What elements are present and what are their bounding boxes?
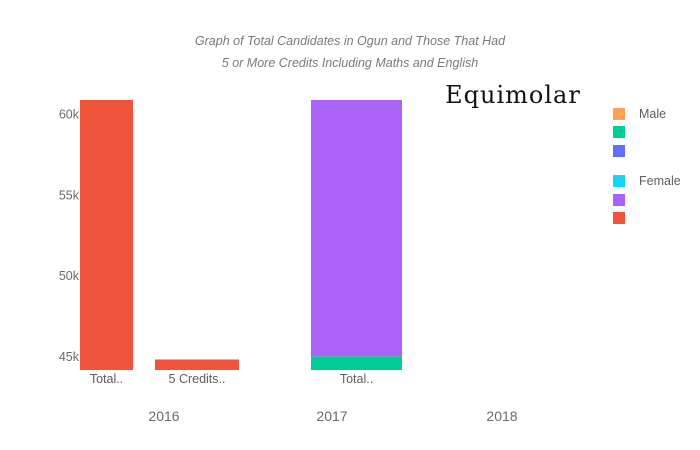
legend-swatch[interactable] bbox=[613, 145, 625, 157]
y-axis: 45k 50k 55k 60k bbox=[59, 108, 80, 365]
category-labels: Total.. 5 Credits.. Total.. bbox=[90, 372, 373, 386]
legend[interactable]: Male Female bbox=[613, 107, 681, 224]
y-tick-label: 45k bbox=[59, 350, 80, 364]
chart-title-line-2: 5 or More Credits Including Maths and En… bbox=[222, 56, 478, 70]
year-label: 2016 bbox=[148, 408, 179, 424]
legend-swatch[interactable] bbox=[613, 108, 625, 120]
chart-title-line-1: Graph of Total Candidates in Ogun and Th… bbox=[195, 34, 506, 48]
bar-segment[interactable] bbox=[311, 356, 402, 370]
year-label: 2018 bbox=[486, 408, 517, 424]
legend-label[interactable]: Female bbox=[639, 174, 681, 188]
bar-category-label: Total.. bbox=[90, 372, 123, 386]
legend-swatch[interactable] bbox=[613, 175, 625, 187]
legend-swatch[interactable] bbox=[613, 212, 625, 224]
bar-category-label: 5 Credits.. bbox=[169, 372, 226, 386]
bars bbox=[80, 100, 402, 370]
y-tick-label: 60k bbox=[59, 108, 80, 122]
x-axis-years: 2016 2017 2018 bbox=[148, 408, 517, 424]
watermark-logo: Equimolar bbox=[445, 81, 581, 109]
legend-label[interactable]: Male bbox=[639, 107, 666, 121]
y-tick-label: 50k bbox=[59, 269, 80, 283]
y-tick-label: 55k bbox=[59, 188, 80, 202]
bar-segment[interactable] bbox=[155, 359, 239, 370]
legend-swatch[interactable] bbox=[613, 126, 625, 138]
bar-category-label: Total.. bbox=[340, 372, 373, 386]
bar-segment[interactable] bbox=[80, 100, 133, 370]
legend-swatch[interactable] bbox=[613, 194, 625, 206]
bar-segment[interactable] bbox=[311, 100, 402, 357]
year-label: 2017 bbox=[316, 408, 347, 424]
